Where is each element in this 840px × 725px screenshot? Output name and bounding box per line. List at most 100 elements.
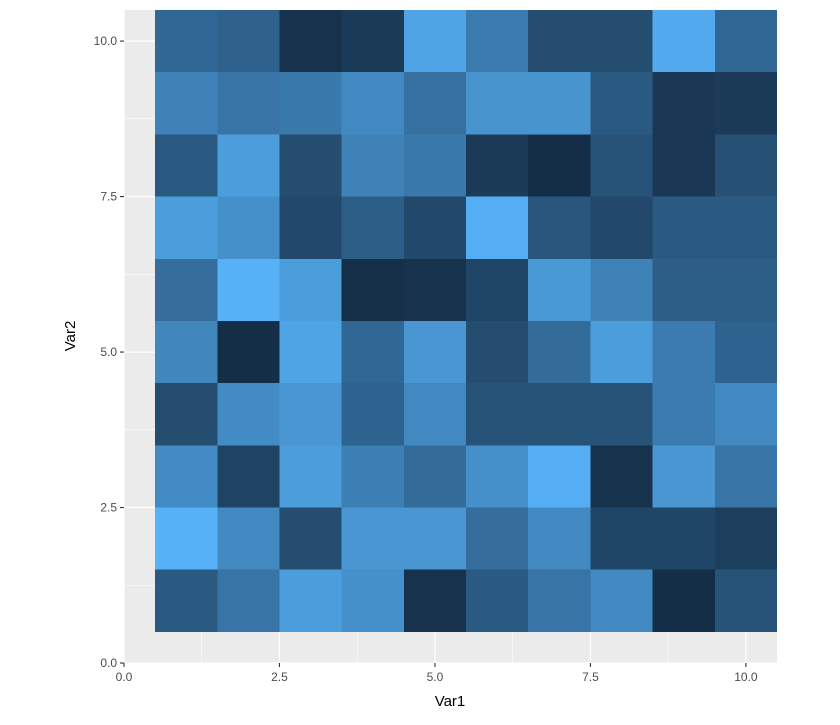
heatmap-tile: [341, 72, 404, 135]
heatmap-tile: [217, 445, 280, 508]
heatmap-tile: [279, 320, 342, 384]
axes: 0.0 2.5 5.0 7.5 10.0 0.0 2.5 5.0 7.5 10.0: [94, 34, 758, 684]
heatmap-tile: [341, 258, 404, 321]
heatmap-tile: [279, 383, 342, 446]
heatmap-tile: [714, 445, 777, 508]
heatmap-tile: [590, 258, 653, 321]
heatmap-tile: [155, 72, 218, 135]
heatmap-tile: [590, 196, 653, 259]
heatmap-tile: [590, 445, 653, 508]
heatmap-tile: [155, 134, 218, 197]
heatmap-tile: [403, 196, 467, 259]
heatmap-tile: [590, 72, 653, 135]
heatmap-tile: [279, 10, 342, 73]
y-tick-label: 0.0: [100, 656, 117, 670]
heatmap-tile: [714, 258, 777, 321]
heatmap-tile: [466, 196, 529, 259]
heatmap-tile: [652, 134, 715, 197]
heatmap-tile: [714, 196, 777, 259]
y-tick-label: 2.5: [100, 501, 117, 515]
heatmap-tile: [590, 10, 653, 73]
heatmap-tile: [528, 258, 591, 321]
heatmap-tile: [279, 258, 342, 321]
heatmap-tile: [652, 196, 715, 259]
y-tick-label: 7.5: [100, 190, 117, 204]
heatmap-tile: [466, 445, 529, 508]
heatmap-tile: [714, 569, 777, 632]
heatmap-tile: [155, 320, 218, 384]
heatmap-tile: [155, 383, 218, 446]
heatmap-tile: [341, 196, 404, 259]
heatmap-tile: [652, 320, 715, 384]
heatmap-tile: [155, 258, 218, 321]
heatmap-tile: [714, 10, 777, 73]
heatmap-tile: [528, 72, 591, 135]
x-tick-label: 2.5: [271, 670, 288, 684]
heatmap-tile: [528, 196, 591, 259]
heatmap-tile: [155, 507, 218, 570]
heatmap-tile: [528, 134, 591, 197]
heatmap-tile: [341, 507, 404, 570]
heatmap-tile: [403, 10, 467, 73]
heatmap-tile: [403, 445, 467, 508]
heatmap-tile: [155, 196, 218, 259]
heatmap-tile: [403, 383, 467, 446]
heatmap-tile: [279, 445, 342, 508]
heatmap-tile: [714, 72, 777, 135]
heatmap-tile: [590, 320, 653, 384]
y-tick-label: 10.0: [94, 34, 118, 48]
heatmap-tile: [217, 10, 280, 73]
heatmap-tile: [652, 507, 715, 570]
heatmap-tile: [403, 569, 467, 632]
heatmap-tile: [528, 383, 591, 446]
heatmap-tile: [217, 569, 280, 632]
y-axis-title: Var2: [62, 321, 79, 352]
heatmap-tile: [590, 569, 653, 632]
heatmap-tile: [466, 383, 529, 446]
heatmap-tile: [341, 134, 404, 197]
heatmap-tile: [652, 72, 715, 135]
heatmap-tile: [279, 569, 342, 632]
heatmap-tile: [279, 196, 342, 259]
heatmap-tile: [590, 383, 653, 446]
heatmap-tile: [403, 72, 467, 135]
heatmap-tile: [466, 569, 529, 632]
heatmap-tiles: [155, 10, 777, 632]
x-tick-label: 0.0: [116, 670, 133, 684]
heatmap-tile: [466, 10, 529, 73]
heatmap-tile: [155, 445, 218, 508]
heatmap-tile: [217, 196, 280, 259]
heatmap-tile: [217, 507, 280, 570]
heatmap-tile: [155, 10, 218, 73]
heatmap-tile: [341, 445, 404, 508]
heatmap-tile: [528, 569, 591, 632]
heatmap-tile: [714, 507, 777, 570]
heatmap-tile: [466, 507, 529, 570]
heatmap-tile: [466, 320, 529, 384]
heatmap-tile: [466, 134, 529, 197]
heatmap-tile: [279, 134, 342, 197]
heatmap-tile: [341, 383, 404, 446]
heatmap-tile: [652, 383, 715, 446]
heatmap-tile: [528, 10, 591, 73]
heatmap-tile: [714, 134, 777, 197]
heatmap-tile: [714, 320, 777, 384]
heatmap-tile: [652, 258, 715, 321]
heatmap-tile: [528, 507, 591, 570]
heatmap-tile: [217, 383, 280, 446]
heatmap-tile: [466, 258, 529, 321]
heatmap-tile: [217, 258, 280, 321]
x-tick-label: 7.5: [582, 670, 599, 684]
heatmap-tile: [341, 10, 404, 73]
heatmap-tile: [403, 258, 467, 321]
heatmap-tile: [714, 383, 777, 446]
x-tick-label: 5.0: [427, 670, 444, 684]
heatmap-tile: [403, 507, 467, 570]
heatmap-tile: [652, 569, 715, 632]
heatmap-tile: [279, 507, 342, 570]
heatmap-tile: [528, 445, 591, 508]
heatmap-tile: [403, 320, 467, 384]
heatmap-tile: [652, 10, 715, 73]
